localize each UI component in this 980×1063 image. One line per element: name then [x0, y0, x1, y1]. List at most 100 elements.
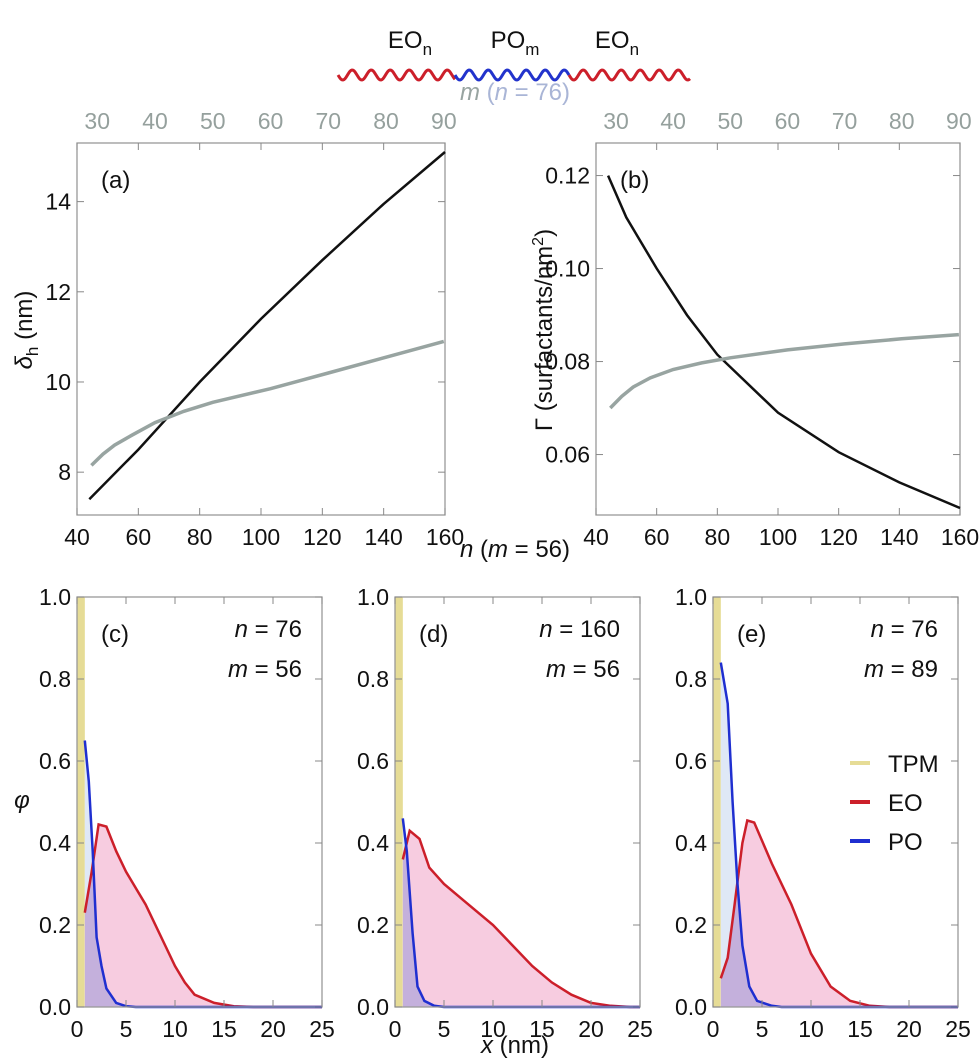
top-x-tick-label: 60	[258, 108, 284, 134]
y-tick-label: 0.0	[39, 994, 71, 1020]
top-x-tick-label: 50	[717, 108, 743, 134]
x-tick-label: 80	[705, 524, 731, 550]
y-tick-label: 1.0	[675, 584, 707, 610]
top-x-tick-label: 70	[832, 108, 858, 134]
n-value: 76	[275, 616, 302, 643]
n-value: 76	[911, 616, 938, 643]
legend-label-eo: EO	[888, 790, 923, 817]
x-tick-label: 15	[847, 1016, 873, 1042]
x-tick-label: 0	[389, 1016, 402, 1042]
y-tick-label: 0.4	[357, 830, 389, 856]
panel-b: 40 60 80 100 120 140 160 0.06 0.08 0.10 0.12 30 40 50…	[545, 108, 979, 550]
m-annotation: m = 56	[546, 656, 620, 683]
series-line-m	[609, 332, 960, 410]
block-label-po: POm	[491, 27, 540, 59]
tpm-band	[77, 597, 85, 1007]
x-tick-label: 0	[71, 1016, 84, 1042]
y-tick-label: 0.8	[39, 666, 71, 692]
y-tick-label: 12	[45, 279, 71, 305]
panel-label: (a)	[101, 167, 130, 194]
top-x-tick-label: 90	[431, 108, 457, 134]
po-chain	[453, 68, 571, 82]
x-tick-label: 25	[627, 1016, 653, 1042]
x-tick-label: 15	[529, 1016, 555, 1042]
n-annotation: n = 160	[539, 616, 620, 643]
plot-frame	[712, 596, 959, 1008]
x-tick-label: 160	[941, 524, 979, 550]
panel-c: 0 5 10 15 20 25 0.0 0.2 0.4 0.6 0.8 1.0 (c) n = 76 m =…	[39, 584, 335, 1042]
eo-line	[719, 818, 958, 1009]
legend-label-po: PO	[888, 829, 923, 856]
x-tick-label: 160	[426, 524, 464, 550]
panel-e: 0 5 10 15 20 25 0.0 0.2 0.4 0.6 0.8 1.0 (e) n = 76 m =…	[675, 584, 971, 1042]
top-x-tick-label: 40	[660, 108, 686, 134]
legend-label-tpm: TPM	[888, 751, 939, 778]
y-tick-label: 1.0	[357, 584, 389, 610]
series-line-n	[606, 175, 961, 510]
y-tick-label: 0.6	[357, 748, 389, 774]
x-tick-label: 10	[798, 1016, 824, 1042]
y-tick-label: 0.0	[675, 994, 707, 1020]
eo-line	[83, 822, 322, 1009]
eo-line	[401, 828, 640, 1009]
x-tick-label: 25	[945, 1016, 971, 1042]
x-tick-label: 40	[583, 524, 609, 550]
panel-label: (c)	[101, 621, 129, 648]
x-tick-label: 60	[644, 524, 670, 550]
x-tick-label: 20	[260, 1016, 286, 1042]
x-tick-label: 140	[880, 524, 918, 550]
y-tick-label: 0.6	[675, 748, 707, 774]
y-tick-label: 0.08	[545, 349, 590, 375]
x-tick-label: 80	[187, 524, 213, 550]
y-tick-label: 0.8	[357, 666, 389, 692]
m-value: 56	[275, 656, 302, 683]
m-annotation: m = 56	[228, 656, 302, 683]
x-tick-label: 120	[819, 524, 857, 550]
top-x-tick-label: 80	[889, 108, 915, 134]
x-tick-label: 60	[126, 524, 152, 550]
y-tick-label: 0.10	[545, 256, 590, 282]
m-value: 89	[911, 656, 938, 683]
x-tick-label: 120	[303, 524, 341, 550]
m-annotation: m = 89	[864, 656, 938, 683]
x-tick-label: 40	[64, 524, 90, 550]
eo-fill	[720, 820, 958, 1007]
eo-fill	[84, 824, 322, 1007]
y-tick-label: 1.0	[39, 584, 71, 610]
x-tick-label: 100	[759, 524, 797, 550]
x-tick-label: 20	[896, 1016, 922, 1042]
top-x-tick-label: 60	[775, 108, 801, 134]
x-tick-label: 0	[707, 1016, 720, 1042]
top-x-tick-label: 30	[603, 108, 629, 134]
block-label-eo-left: EOn	[388, 27, 432, 59]
n-annotation: n = 76	[871, 616, 938, 643]
x-tick-label: 20	[578, 1016, 604, 1042]
x-tick-label: 25	[309, 1016, 335, 1042]
x-tick-label: 100	[242, 524, 280, 550]
n-value: 160	[580, 616, 620, 643]
x-tick-label: 10	[480, 1016, 506, 1042]
y-tick-label: 8	[58, 459, 71, 485]
eo-chain-right	[567, 68, 692, 82]
top-x-tick-label: 40	[142, 108, 168, 134]
m-value: 56	[593, 656, 620, 683]
x-axis-label: x (nm)	[480, 1032, 549, 1059]
tpm-band	[713, 597, 721, 1007]
top-axis-title: m (n = 76)	[460, 79, 570, 106]
x-tick-label: 15	[211, 1016, 237, 1042]
y-axis-label-a: δh (nm)	[11, 291, 42, 370]
n-annotation: n = 76	[235, 616, 302, 643]
top-x-tick-label: 80	[373, 108, 399, 134]
x-tick-label: 5	[438, 1016, 451, 1042]
series-line-m	[90, 339, 445, 467]
eo-fill	[402, 830, 640, 1007]
y-tick-label: 14	[45, 189, 71, 215]
top-x-tick-label: 90	[946, 108, 972, 134]
y-tick-label: 0.2	[675, 912, 707, 938]
y-tick-label: 0.2	[357, 912, 389, 938]
x-tick-label: 5	[756, 1016, 769, 1042]
panel-label: (b)	[620, 167, 649, 194]
tpm-band	[395, 597, 403, 1007]
y-tick-label: 10	[45, 369, 71, 395]
